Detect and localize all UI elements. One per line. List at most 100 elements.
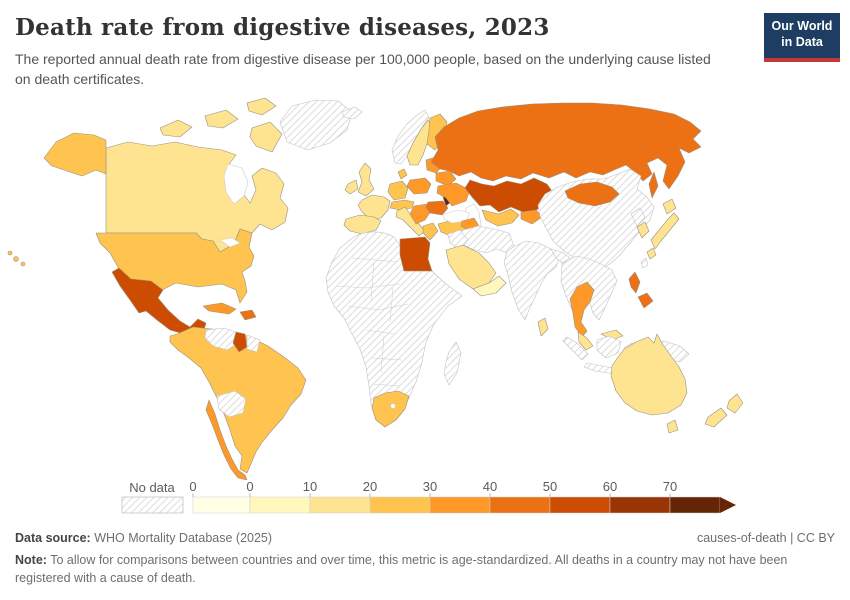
country-canada-arctic3[interactable] (246, 97, 277, 116)
country-bolivia[interactable] (216, 390, 247, 418)
legend-bin-50-60[interactable] (549, 496, 611, 514)
africa-internal-borders (335, 257, 409, 387)
legend-bin-20-30[interactable] (369, 496, 431, 514)
footnote-label: Note: (15, 553, 47, 567)
legend-tick-label-8: 70 (663, 479, 677, 494)
country-malaysia[interactable] (577, 331, 594, 351)
country-spain-portugal[interactable] (343, 214, 382, 235)
country-canada-baffin[interactable] (249, 121, 283, 153)
country-india-east[interactable] (550, 248, 571, 264)
legend-bin-0[interactable] (192, 496, 251, 514)
country-japan-kyushu[interactable] (646, 247, 657, 260)
country-tasmania[interactable] (666, 419, 679, 434)
country-germany[interactable] (387, 180, 409, 201)
country-hispaniola[interactable] (239, 309, 257, 321)
country-philippines-mindanao[interactable] (637, 292, 654, 309)
legend-bin-10-20[interactable] (309, 496, 371, 514)
legend-colorbar[interactable]: 0 0 10 20 30 40 50 60 70 (189, 479, 736, 514)
country-north-korea[interactable] (630, 207, 646, 227)
legend-tick-label-6: 50 (543, 479, 557, 494)
region-africa[interactable] (325, 231, 463, 428)
country-madagascar[interactable] (443, 341, 462, 386)
country-guyana[interactable] (232, 331, 248, 353)
country-south-africa[interactable] (371, 390, 410, 428)
country-australia[interactable] (610, 333, 688, 416)
country-new-zealand-north[interactable] (726, 393, 744, 414)
country-japan-honshu[interactable] (650, 212, 680, 250)
legend-arrow (720, 497, 736, 513)
country-japan-hokkaido[interactable] (662, 198, 677, 215)
country-ireland[interactable] (344, 179, 359, 195)
country-south-korea[interactable] (636, 221, 650, 239)
country-central-europe[interactable] (389, 199, 415, 211)
attribution[interactable]: causes-of-death | CC BY (696, 531, 835, 545)
country-venezuela[interactable] (204, 327, 239, 351)
country-indonesia-borneo[interactable] (596, 335, 622, 359)
legend-tick-label-0: 0 (189, 479, 196, 494)
footnote-value: To allow for comparisons between countri… (15, 553, 788, 586)
country-suriname[interactable] (246, 334, 261, 353)
country-philippines-luzon[interactable] (628, 271, 641, 294)
legend-bin-30-40[interactable] (429, 496, 491, 514)
country-united-kingdom[interactable] (357, 162, 375, 197)
country-hawaii-3[interactable] (20, 261, 26, 267)
country-belarus[interactable] (435, 170, 457, 187)
sea-great-lakes (219, 237, 241, 248)
country-india[interactable] (503, 240, 561, 321)
country-saudi-arabia[interactable] (445, 244, 497, 290)
lesotho-gap (390, 403, 396, 409)
country-hawaii-2[interactable] (13, 256, 19, 262)
page-title: Death rate from digestive diseases, 2023 (15, 14, 550, 41)
data-source-value: WHO Mortality Database (2025) (90, 531, 273, 545)
country-sakhalin[interactable] (648, 171, 659, 199)
data-source-label: Data source: (15, 531, 91, 545)
country-canada-arctic2[interactable] (204, 109, 239, 129)
world-map (7, 97, 744, 480)
country-oman-yemen[interactable] (472, 275, 507, 297)
legend-tick-label-1: 0 (246, 479, 253, 494)
country-sri-lanka[interactable] (537, 317, 549, 337)
country-denmark[interactable] (397, 168, 408, 180)
country-thailand[interactable] (569, 281, 595, 338)
country-egypt[interactable] (399, 236, 433, 272)
country-greece[interactable] (422, 222, 439, 241)
country-russia[interactable] (430, 102, 702, 190)
legend-tick-label-3: 20 (363, 479, 377, 494)
owid-logo-line1: Our World (771, 19, 833, 33)
country-chile[interactable] (205, 399, 248, 480)
legend-tick-label-5: 40 (483, 479, 497, 494)
country-taiwan[interactable] (640, 257, 649, 269)
country-canada-arctic1[interactable] (159, 119, 193, 138)
legend-bin-40-50[interactable] (489, 496, 551, 514)
legend-tick-label-7: 60 (603, 479, 617, 494)
legend-tick-label-2: 10 (303, 479, 317, 494)
chart-footer: Data source: WHO Mortality Database (202… (15, 531, 835, 587)
sea-hudson-bay (223, 163, 249, 205)
legend-bin-60-70[interactable] (609, 496, 671, 514)
country-france[interactable] (357, 194, 391, 221)
country-norway[interactable] (391, 109, 430, 165)
legend-tick-label-4: 30 (423, 479, 437, 494)
data-source: Data source: WHO Mortality Database (202… (15, 531, 272, 545)
country-mongolia[interactable] (564, 181, 620, 207)
country-kyrgyzstan-tajikistan[interactable] (520, 209, 543, 225)
country-uzbekistan-turkmenistan[interactable] (481, 208, 520, 227)
country-hawaii-1[interactable] (7, 250, 13, 256)
legend-no-data-swatch[interactable] (121, 496, 184, 514)
chart-subtitle: The reported annual death rate from dige… (15, 51, 711, 87)
country-poland[interactable] (406, 177, 432, 195)
legend-bin-0-10[interactable] (249, 496, 311, 514)
footnote: Note: To allow for comparisons between c… (15, 551, 835, 587)
legend-bin-70+[interactable] (669, 496, 721, 514)
country-italy[interactable] (395, 206, 426, 237)
country-romania[interactable] (425, 200, 449, 216)
country-iceland[interactable] (341, 106, 363, 120)
legend-no-data-label: No data (129, 480, 175, 495)
country-alaska[interactable] (43, 132, 107, 177)
country-greenland[interactable] (279, 99, 353, 151)
country-new-zealand-south[interactable] (704, 407, 728, 428)
country-ukraine[interactable] (436, 182, 471, 207)
country-indonesia-sumatra[interactable] (562, 336, 589, 361)
country-cuba[interactable] (202, 302, 237, 315)
